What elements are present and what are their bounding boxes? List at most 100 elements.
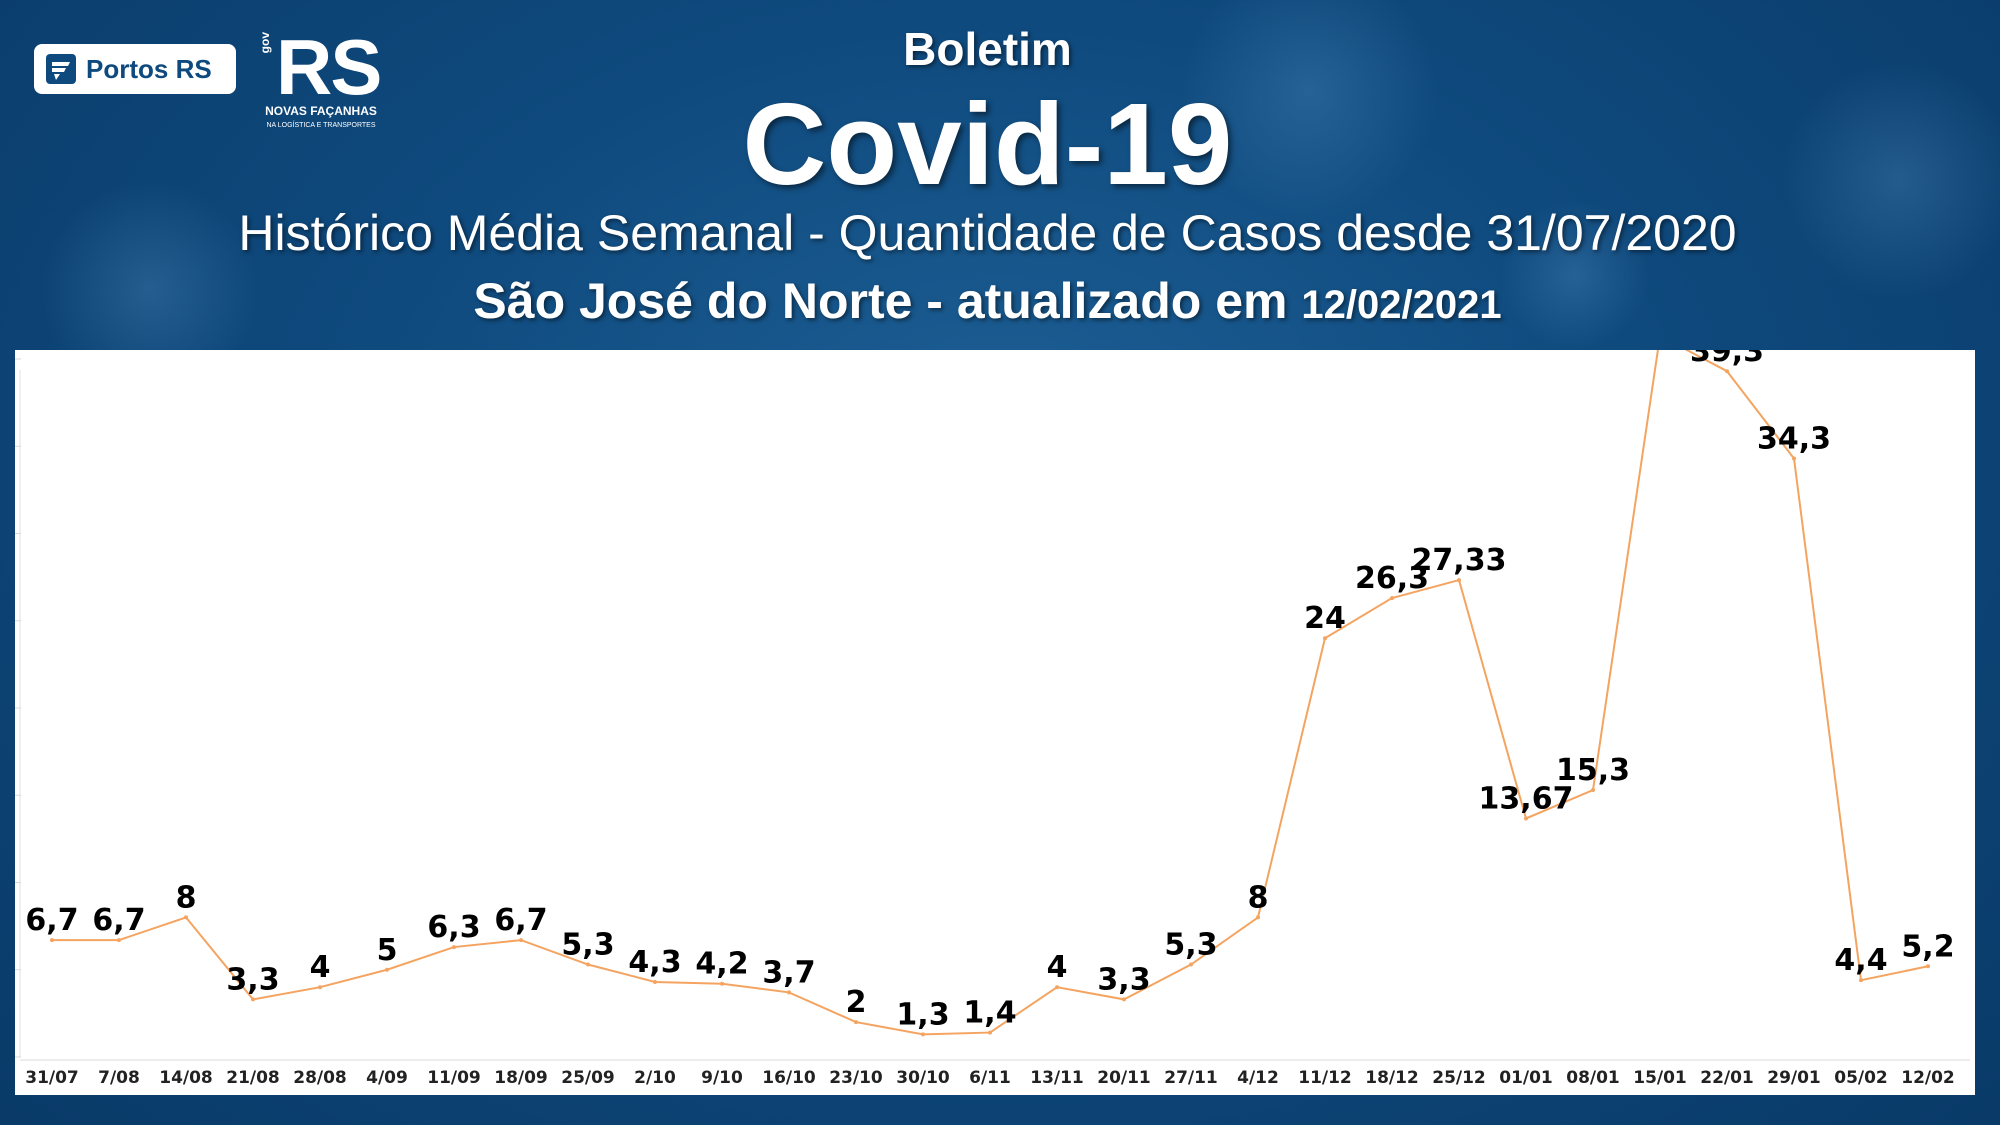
data-point [1926,964,1930,969]
data-point [1055,985,1059,990]
boletim-heading: Boletim [903,23,1072,75]
data-label: 27,33 [1412,543,1507,578]
data-point [184,915,188,920]
portos-rs-icon [46,54,76,84]
data-label: 34,3 [1757,421,1831,456]
x-tick-label: 9/10 [701,1068,743,1088]
data-point [1792,456,1796,461]
data-point [1390,596,1394,601]
data-label: 2 [846,985,867,1020]
na-logistica-label: NA LOGÍSTICA E TRANSPORTES [266,122,376,129]
data-point [251,997,255,1002]
data-label: 5,2 [1901,929,1954,964]
x-tick-label: 12/02 [1901,1068,1955,1088]
x-tick-label: 31/07 [25,1068,79,1088]
data-label: 4 [310,950,331,985]
data-point [720,981,724,986]
x-tick-label: 27/11 [1164,1068,1218,1088]
header: Portos RS gov RS NOVAS FAÇANHAS NA LOGÍS… [0,0,2000,350]
data-point [1189,962,1193,967]
data-label: 24 [1304,601,1346,636]
data-label: 6,7 [92,903,145,938]
data-label: 4,4 [1834,943,1887,978]
x-tick-label: 25/09 [561,1068,615,1088]
data-point [1122,997,1126,1002]
x-tick-label: 08/01 [1566,1068,1620,1088]
data-label: 3,3 [1097,962,1150,997]
background-virus-decoration [1180,0,1440,220]
background-virus-decoration [1500,200,1650,350]
data-label: 13,67 [1479,781,1574,816]
x-tick-label: 22/01 [1700,1068,1754,1088]
data-point [1859,978,1863,983]
x-tick-label: 20/11 [1097,1068,1151,1088]
data-label: 6,7 [494,903,547,938]
x-tick-label: 18/12 [1365,1068,1419,1088]
x-tick-label: 25/12 [1432,1068,1486,1088]
data-label: 3,7 [762,955,815,990]
data-label: 3,3 [226,962,279,997]
data-point [988,1030,992,1035]
data-label: 1,3 [896,997,949,1032]
portos-rs-logo: Portos RS [34,44,236,94]
x-tick-label: 30/10 [896,1068,950,1088]
data-label: 4,3 [628,945,681,980]
data-point [1256,915,1260,920]
data-label: 8 [176,880,197,915]
x-tick-label: 16/10 [762,1068,816,1088]
novas-facanhas-label: NOVAS FAÇANHAS [265,104,377,118]
data-label: 5 [377,933,398,968]
data-point [586,962,590,967]
x-tick-label: 11/09 [427,1068,481,1088]
data-point [519,938,523,943]
line-chart: 6,7 31/07 6,7 7/08 8 14/08 3,3 21/08 4 28/08 5 4/09… [15,271,1970,1088]
data-label: 26,3 [1355,561,1429,596]
data-point [452,945,456,950]
x-tick-label: 13/11 [1030,1068,1084,1088]
x-tick-label: 14/08 [159,1068,213,1088]
data-point [787,990,791,995]
data-point [854,1020,858,1025]
x-tick-label: 11/12 [1298,1068,1352,1088]
data-label: 5,3 [561,928,614,963]
data-label: 15,3 [1556,753,1630,788]
x-tick-label: 29/01 [1767,1068,1821,1088]
x-tick-label: 28/08 [293,1068,347,1088]
x-tick-label: 18/09 [494,1068,548,1088]
data-point [653,979,657,984]
x-tick-label: 6/11 [969,1068,1011,1088]
portos-rs-label: Portos RS [86,53,212,84]
data-label: 1,4 [963,996,1016,1031]
data-label: 4 [1047,950,1068,985]
update-date: 12/02/2021 [1301,283,1502,327]
data-point [385,967,389,972]
page-title: Covid-19 [742,79,1233,209]
background-virus-decoration [1780,60,2000,300]
x-tick-label: 4/09 [366,1068,408,1088]
chart-panel: 6,7 31/07 6,7 7/08 8 14/08 3,3 21/08 4 28/08 5 4/09… [15,271,1975,1095]
data-label: 6,3 [427,910,480,945]
data-point [1457,578,1461,583]
location-line: São José do Norte - atualizado em 12/02/… [0,272,1975,330]
data-point [318,985,322,990]
x-tick-label: 7/08 [98,1068,140,1088]
rs-government-logo: gov RS NOVAS FAÇANHAS NA LOGÍSTICA E TRA… [258,23,382,144]
data-label: 39,3 [1690,350,1764,369]
data-point [921,1032,925,1037]
data-point [1524,816,1528,821]
data-point [1591,788,1595,793]
data-label: 4,2 [695,947,748,982]
data-point [1323,636,1327,641]
data-label: 6,7 [25,903,78,938]
data-point [117,938,121,943]
series-line [52,334,1929,1036]
x-tick-label: 21/08 [226,1068,280,1088]
data-label: 5,3 [1164,928,1217,963]
data-point [50,938,54,943]
x-tick-label: 23/10 [829,1068,883,1088]
data-label: 8 [1248,880,1269,915]
x-tick-label: 01/01 [1499,1068,1553,1088]
x-tick-label: 4/12 [1237,1068,1279,1088]
x-tick-label: 05/02 [1834,1068,1888,1088]
rs-label: RS [276,23,382,111]
